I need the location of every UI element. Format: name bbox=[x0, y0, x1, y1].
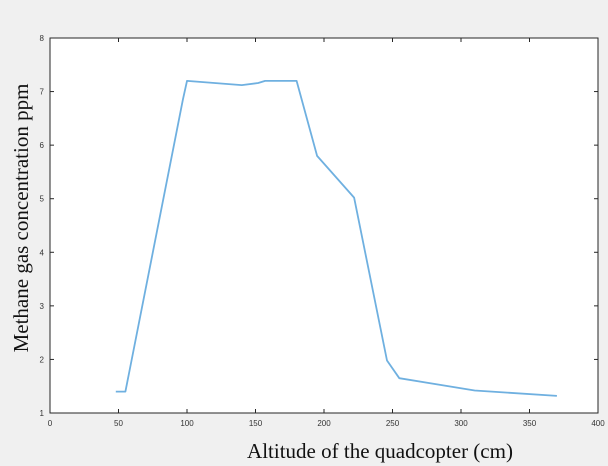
y-tick-label: 4 bbox=[40, 248, 45, 257]
y-tick-label: 3 bbox=[40, 302, 45, 311]
y-axis-label: Methane gas concentration ppm bbox=[9, 84, 33, 353]
y-tick-label: 2 bbox=[40, 355, 45, 364]
x-axis-label: Altitude of the quadcopter (cm) bbox=[247, 439, 513, 463]
y-tick-label: 6 bbox=[40, 141, 45, 150]
x-tick-label: 250 bbox=[386, 419, 400, 428]
plot-area bbox=[49, 37, 599, 414]
series-line-0 bbox=[115, 80, 557, 397]
y-tick-label: 5 bbox=[40, 195, 45, 204]
x-tick-label: 150 bbox=[249, 419, 263, 428]
x-tick-label: 200 bbox=[317, 419, 331, 428]
y-tick-label: 7 bbox=[40, 88, 45, 97]
x-tick-label: 400 bbox=[591, 419, 605, 428]
x-axis-ticks: 0 50 100 150 200 250 300 350 400 bbox=[48, 38, 605, 428]
x-tick-label: 100 bbox=[180, 419, 194, 428]
y-axis-ticks: 1 2 3 4 5 6 7 8 bbox=[40, 34, 598, 418]
x-tick-label: 350 bbox=[523, 419, 537, 428]
y-tick-label: 8 bbox=[40, 34, 45, 43]
series-layer bbox=[115, 80, 557, 397]
y-tick-label: 1 bbox=[40, 409, 45, 418]
x-tick-label: 300 bbox=[454, 419, 468, 428]
x-tick-label: 50 bbox=[114, 419, 123, 428]
x-tick-label: 0 bbox=[48, 419, 53, 428]
